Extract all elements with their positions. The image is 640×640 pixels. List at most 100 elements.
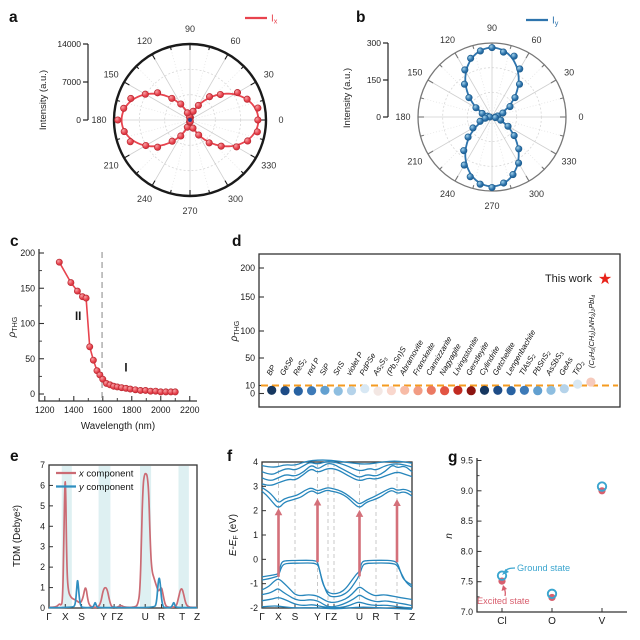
y-tick-label: -1 bbox=[250, 579, 258, 589]
data-point bbox=[216, 90, 224, 99]
radial-scale-tick-label: 0 bbox=[376, 112, 381, 122]
y-tick-label: -2 bbox=[250, 603, 258, 613]
y-tick-label: 2 bbox=[253, 506, 258, 516]
data-point bbox=[243, 95, 251, 103]
data-point bbox=[168, 137, 176, 145]
y-tick-label: 0 bbox=[40, 603, 45, 613]
data-point bbox=[189, 124, 197, 132]
material-point bbox=[333, 386, 343, 396]
angle-tick-label: 30 bbox=[564, 68, 574, 78]
data-point bbox=[217, 142, 225, 150]
transition-arrows bbox=[274, 498, 401, 577]
data-point bbox=[504, 122, 512, 130]
angle-tick-label: 90 bbox=[487, 23, 497, 33]
radial-scale-tick-label: 7000 bbox=[62, 77, 81, 87]
angle-tick bbox=[525, 52, 530, 59]
angle-tick bbox=[472, 184, 475, 189]
material-point bbox=[519, 385, 530, 395]
y-tick-label: 8.5 bbox=[461, 516, 473, 526]
arrowhead-icon bbox=[393, 498, 401, 506]
radial-axis-title: Intensity (a.u.) bbox=[342, 68, 353, 128]
y-tick-label: 50 bbox=[25, 354, 35, 364]
angle-tick bbox=[550, 150, 557, 155]
angle-tick bbox=[454, 52, 459, 59]
highlight-band bbox=[178, 466, 189, 607]
data-point bbox=[466, 173, 474, 181]
angle-tick bbox=[509, 184, 512, 189]
material-point bbox=[506, 386, 516, 396]
legend-label: Ix bbox=[271, 14, 278, 26]
legend-label: Iy bbox=[552, 16, 559, 28]
data-line bbox=[58, 261, 176, 393]
grid-spoke bbox=[189, 53, 229, 121]
arrowhead-icon bbox=[355, 509, 364, 517]
data-point bbox=[127, 94, 135, 103]
data-point bbox=[491, 114, 499, 122]
grid-spoke-minor bbox=[169, 119, 191, 194]
panel-c-line-chart: 1200 1400 1600 1800 2000 2200 0 50 100 150 200 Wave… bbox=[7, 248, 200, 432]
data-point bbox=[126, 138, 134, 146]
data-point bbox=[195, 131, 203, 139]
band-line bbox=[261, 597, 413, 609]
angle-tick-label: 180 bbox=[91, 115, 106, 125]
grid-spoke-minor bbox=[189, 46, 211, 121]
material-point bbox=[559, 384, 569, 394]
data-point bbox=[120, 128, 128, 136]
grid-spoke-minor bbox=[439, 64, 493, 118]
ground-state-point bbox=[496, 570, 508, 581]
radial-axis-title: Intensity (a.u.) bbox=[38, 70, 49, 130]
material-point bbox=[386, 386, 396, 396]
material-point bbox=[346, 386, 357, 396]
y-tick-label: 1 bbox=[40, 583, 45, 593]
data-point bbox=[141, 90, 149, 98]
y-tick-label: 200 bbox=[20, 248, 35, 258]
data-point bbox=[82, 294, 90, 302]
material-point bbox=[479, 385, 490, 395]
x-axis-title: Wavelength (nm) bbox=[81, 421, 155, 432]
angle-tick bbox=[559, 97, 564, 100]
y-tick-label: 3 bbox=[253, 481, 258, 491]
material-point bbox=[293, 386, 303, 396]
band-line bbox=[261, 467, 413, 486]
region-label: I bbox=[124, 362, 127, 374]
data-points bbox=[460, 44, 524, 192]
data-point bbox=[506, 103, 514, 111]
y-axis-title: n bbox=[444, 533, 455, 539]
angle-tick-label: 60 bbox=[531, 35, 541, 45]
angle-tick bbox=[427, 150, 434, 155]
data-point bbox=[481, 114, 489, 122]
panel-e-label: e bbox=[10, 448, 19, 465]
center-dot bbox=[188, 118, 192, 122]
data-point bbox=[168, 94, 176, 102]
angle-tick bbox=[559, 134, 564, 137]
k-tick-label: Y bbox=[314, 612, 321, 623]
angle-tick bbox=[550, 79, 557, 84]
panel-g-label: g bbox=[448, 449, 457, 466]
k-tick-label: Z bbox=[117, 612, 123, 623]
k-tick-label: U bbox=[142, 612, 149, 623]
k-tick-label: Z bbox=[194, 612, 200, 623]
y-tick-label: 4 bbox=[253, 457, 258, 467]
k-tick-label: R bbox=[158, 612, 165, 623]
material-point bbox=[426, 385, 436, 395]
grid-spoke-minor bbox=[189, 119, 244, 174]
x-tick-label: O bbox=[548, 616, 556, 627]
material-point bbox=[573, 379, 583, 389]
band-line bbox=[261, 588, 413, 608]
arrowhead-icon bbox=[501, 585, 507, 591]
band-line bbox=[261, 461, 413, 475]
k-tick-label: Γ bbox=[111, 612, 117, 623]
data-point bbox=[232, 143, 241, 151]
data-points bbox=[114, 89, 262, 151]
angle-tick bbox=[420, 134, 425, 137]
y-tick-label: 0 bbox=[250, 389, 255, 399]
data-point bbox=[177, 132, 185, 140]
data-point bbox=[55, 258, 63, 266]
highlight-band bbox=[98, 466, 111, 607]
material-point bbox=[267, 385, 277, 395]
y-tick-label: 150 bbox=[240, 292, 255, 302]
angle-tick-label: 150 bbox=[104, 70, 119, 80]
y-axis-title: ρTHG bbox=[229, 321, 241, 343]
radial-scale-tick-label: 150 bbox=[367, 75, 381, 85]
